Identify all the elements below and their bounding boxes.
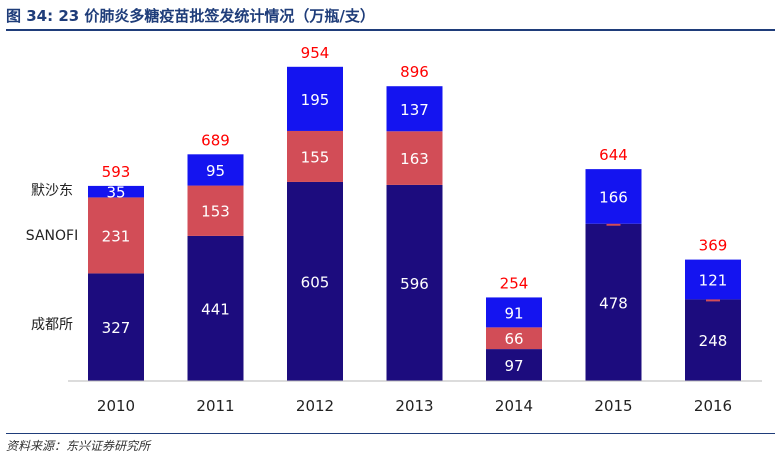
total-label-2013: 896	[400, 63, 429, 81]
bar-segment-默沙东-2013	[386, 86, 443, 132]
bar-segment-成都所-2012	[287, 181, 343, 381]
data-label-成都所-2016: 248	[699, 332, 728, 350]
data-label-成都所-2014: 97	[504, 357, 523, 375]
bar-segment-SANOFI-2010	[88, 197, 144, 274]
data-label-默沙东-2012: 195	[301, 91, 330, 109]
data-label-默沙东-2010: 35	[106, 184, 125, 202]
total-label-2012: 954	[301, 44, 330, 62]
total-label-2010: 593	[102, 163, 131, 181]
bar-segment-成都所-2010	[88, 273, 144, 381]
data-label-SANOFI-2010: 231	[102, 227, 131, 245]
bar-segment-成都所-2014	[486, 349, 542, 381]
bar-segment-默沙东-2011	[187, 154, 244, 186]
bar-segment-默沙东-2010	[88, 185, 144, 198]
data-label-成都所-2012: 605	[301, 273, 330, 291]
data-label-SANOFI-2013: 163	[400, 150, 429, 168]
legend-label-默沙东: 默沙东	[31, 183, 73, 199]
bar-segment-默沙东-2016	[685, 259, 741, 300]
x-tick-label-2016: 2016	[694, 397, 732, 415]
bar-segment-默沙东-2014	[486, 297, 542, 328]
bar-segment-SANOFI-2011	[187, 185, 244, 236]
x-tick-label-2010: 2010	[97, 397, 135, 415]
data-label-SANOFI-2014: 66	[504, 330, 523, 348]
data-label-默沙东-2016: 121	[699, 272, 728, 290]
data-label-默沙东-2013: 137	[400, 101, 429, 119]
chart-title: 图 34: 23 价肺炎多糖疫苗批签发统计情况（万瓶/支）	[6, 7, 375, 25]
data-label-成都所-2013: 596	[400, 275, 429, 293]
data-label-成都所-2011: 441	[201, 300, 230, 318]
title-bar: 图 34: 23 价肺炎多糖疫苗批签发统计情况（万瓶/支）	[6, 3, 775, 31]
data-label-默沙东-2011: 95	[206, 162, 225, 180]
total-label-2014: 254	[500, 274, 529, 292]
bar-segment-SANOFI-2012	[287, 130, 343, 182]
total-label-2011: 689	[201, 131, 230, 149]
x-tick-label-2013: 2013	[395, 397, 433, 415]
x-tick-label-2011: 2011	[196, 397, 234, 415]
total-label-2016: 369	[699, 237, 728, 255]
bar-segment-SANOFI-2013	[386, 131, 443, 185]
stacked-bar-chart: 327 231 35 593 2010 441 153 95 689 2011 605 155 195 9…	[26, 44, 762, 415]
bar-segment-成都所-2016	[685, 299, 741, 381]
bar-segment-成都所-2015	[585, 223, 642, 381]
legend-label-成都所: 成都所	[31, 317, 73, 333]
data-label-默沙东-2014: 91	[504, 304, 523, 322]
x-tick-label-2012: 2012	[296, 397, 334, 415]
data-label-成都所-2015: 478	[599, 294, 628, 312]
source-divider	[6, 433, 775, 434]
bar-segment-默沙东-2012	[287, 66, 343, 131]
bar-segment-默沙东-2015	[585, 169, 642, 224]
data-label-SANOFI-2011: 153	[201, 203, 230, 221]
x-tick-label-2014: 2014	[495, 397, 533, 415]
x-tick-label-2015: 2015	[594, 397, 632, 415]
source-note: 资料来源：东兴证券研究所	[6, 439, 151, 453]
legend-label-SANOFI: SANOFI	[26, 228, 78, 244]
total-label-2015: 644	[599, 146, 628, 164]
bar-segment-成都所-2013	[386, 184, 443, 381]
data-label-成都所-2010: 327	[102, 319, 131, 337]
data-label-SANOFI-2012: 155	[301, 148, 330, 166]
data-label-默沙东-2015: 166	[599, 188, 628, 206]
bar-segment-SANOFI-2014	[486, 327, 542, 350]
bar-segment-成都所-2011	[187, 235, 244, 381]
chart-area: 327 231 35 593 2010 441 153 95 689 2011 605 155 195 9…	[0, 30, 781, 432]
